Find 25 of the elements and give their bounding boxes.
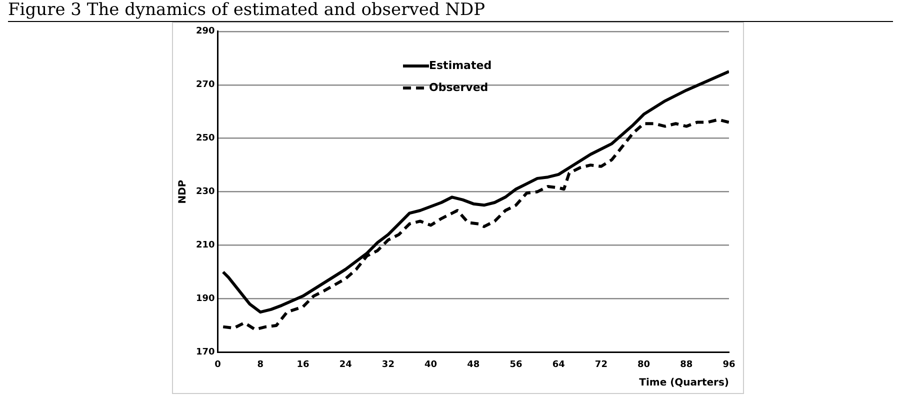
y-tick-label: 190 — [196, 294, 215, 304]
x-tick-label: 56 — [510, 360, 522, 370]
y-tick-label: 270 — [196, 80, 215, 90]
y-tick-label: 210 — [196, 240, 215, 251]
y-tick-label: 290 — [196, 26, 215, 37]
legend-label: Observed — [429, 81, 488, 94]
x-tick-label: 96 — [722, 360, 736, 370]
y-tick-label: 250 — [196, 134, 215, 144]
x-tick-label: 64 — [552, 360, 565, 370]
x-tick-label: 88 — [680, 360, 693, 370]
x-tick-label: 40 — [424, 360, 438, 370]
x-tick-label: 32 — [382, 360, 394, 370]
x-tick-label: 16 — [296, 360, 310, 370]
y-tick-label: 170 — [196, 348, 215, 358]
x-tick-label: 48 — [467, 360, 480, 370]
x-axis-title: Time (Quarters) — [639, 378, 729, 389]
x-tick-label: 80 — [638, 360, 650, 370]
y-axis-title: NDP — [178, 180, 189, 204]
x-tick-label: 8 — [257, 360, 264, 370]
x-tick-label: 72 — [594, 360, 608, 370]
x-tick-label: 24 — [339, 360, 352, 370]
y-tick-label: 230 — [196, 187, 215, 198]
x-tick-label: 0 — [214, 360, 221, 370]
legend-label: Estimated — [429, 59, 492, 72]
chart-title: Figure 3 The dynamics of estimated and observed NDP — [8, 0, 893, 22]
